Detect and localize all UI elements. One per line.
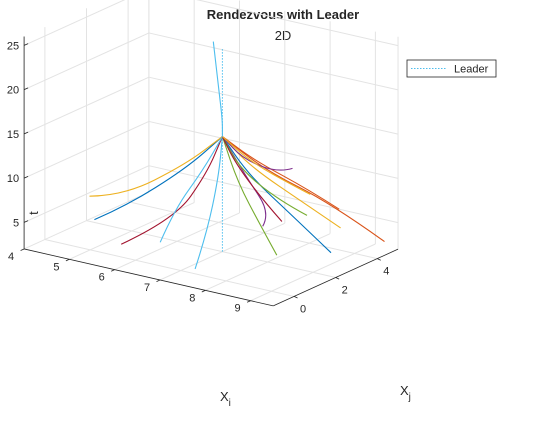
x-tick-8 bbox=[201, 289, 206, 293]
z-tick-20 bbox=[23, 87, 29, 91]
trajectory-13 bbox=[159, 136, 223, 243]
chart-subtitle: 2D bbox=[275, 28, 292, 43]
x-tick-label-8: 8 bbox=[189, 292, 195, 304]
floor-grid-y-4 bbox=[127, 201, 378, 260]
z-tick-label-25: 25 bbox=[7, 40, 19, 52]
y-tick-label-4: 4 bbox=[383, 266, 389, 278]
tick-labels: 4 5 6 7 8 9 0 2 4 5 10 15 20 25 bbox=[7, 40, 389, 315]
wall-y-grid-z-10 bbox=[148, 120, 399, 179]
x-tick-label-9: 9 bbox=[235, 303, 241, 315]
trajectory-12 bbox=[221, 136, 308, 216]
y-axis-label: Xj bbox=[400, 383, 411, 403]
y-axis-label-subscript: j bbox=[408, 392, 411, 403]
trajectory-6 bbox=[194, 136, 223, 270]
wall-y-grid-z-5 bbox=[148, 165, 399, 224]
trajectory-9 bbox=[222, 136, 340, 210]
x-tick-label-6: 6 bbox=[99, 272, 105, 284]
y-tick-label-2: 2 bbox=[342, 285, 348, 297]
wall-x-grid-z-20 bbox=[23, 32, 150, 91]
floor-grid-y-2 bbox=[86, 220, 336, 279]
z-tick-5 bbox=[23, 220, 29, 223]
y-tick-label-0: 0 bbox=[300, 303, 306, 315]
trajectory-1 bbox=[94, 136, 223, 221]
y-axis-label-text: X bbox=[400, 383, 409, 398]
y-tick-2 bbox=[335, 277, 340, 280]
z-tick-label-5: 5 bbox=[13, 217, 19, 229]
trajectory-11 bbox=[221, 136, 293, 171]
x-tick-4 bbox=[20, 248, 25, 251]
z-tick-label-10: 10 bbox=[7, 173, 19, 185]
trajectory-8 bbox=[221, 136, 332, 254]
wall-y-grid-z-25 bbox=[196, 0, 399, 47]
x-axis-label-subscript: i bbox=[229, 398, 231, 409]
trajectory-7 bbox=[120, 136, 223, 245]
wall-x-grid-z-15 bbox=[23, 76, 150, 135]
legend: Leader bbox=[406, 59, 497, 78]
x-axis-label: Xi bbox=[220, 389, 231, 409]
y-tick-4 bbox=[377, 258, 381, 261]
x-tick-label-7: 7 bbox=[144, 282, 150, 294]
y-tick-0 bbox=[293, 296, 298, 299]
trajectory-16 bbox=[212, 41, 223, 137]
x-tick-label-5: 5 bbox=[53, 261, 59, 273]
z-axis-label: t bbox=[26, 211, 41, 215]
trajectory-15 bbox=[222, 136, 311, 195]
axes bbox=[20, 36, 399, 307]
x-tick-7 bbox=[156, 279, 161, 282]
z-tick-label-15: 15 bbox=[7, 129, 19, 141]
wall-x-grid-z-25 bbox=[23, 0, 126, 46]
z-tick-15 bbox=[23, 131, 29, 135]
trajectory-2 bbox=[222, 136, 385, 243]
legend-leader-label: Leader bbox=[454, 64, 489, 76]
z-tick-label-20: 20 bbox=[7, 85, 19, 97]
trajectory-14 bbox=[221, 136, 283, 222]
wall-y-grid-z-20 bbox=[148, 32, 399, 91]
legend-box bbox=[406, 59, 497, 78]
x-tick-6 bbox=[111, 269, 115, 272]
x-tick-9 bbox=[246, 300, 251, 303]
x-axis-label-text: X bbox=[220, 389, 229, 404]
wall-x-grid-z-10 bbox=[23, 120, 150, 179]
trajectory-3 bbox=[89, 136, 223, 197]
trajectory-10 bbox=[221, 136, 341, 229]
z-tick-10 bbox=[23, 175, 29, 179]
x-tick-label-4: 4 bbox=[8, 251, 14, 263]
z-tick-25 bbox=[23, 43, 29, 46]
x-axis-line bbox=[24, 248, 274, 307]
trajectories bbox=[89, 41, 385, 270]
grid bbox=[23, 0, 399, 302]
x-tick-5 bbox=[65, 258, 70, 262]
floor-grid-y-0 bbox=[44, 239, 295, 297]
wall-x-grid-z-5 bbox=[23, 165, 150, 223]
trajectory-5 bbox=[221, 136, 278, 256]
wall-y-grid-z-15 bbox=[148, 76, 399, 135]
